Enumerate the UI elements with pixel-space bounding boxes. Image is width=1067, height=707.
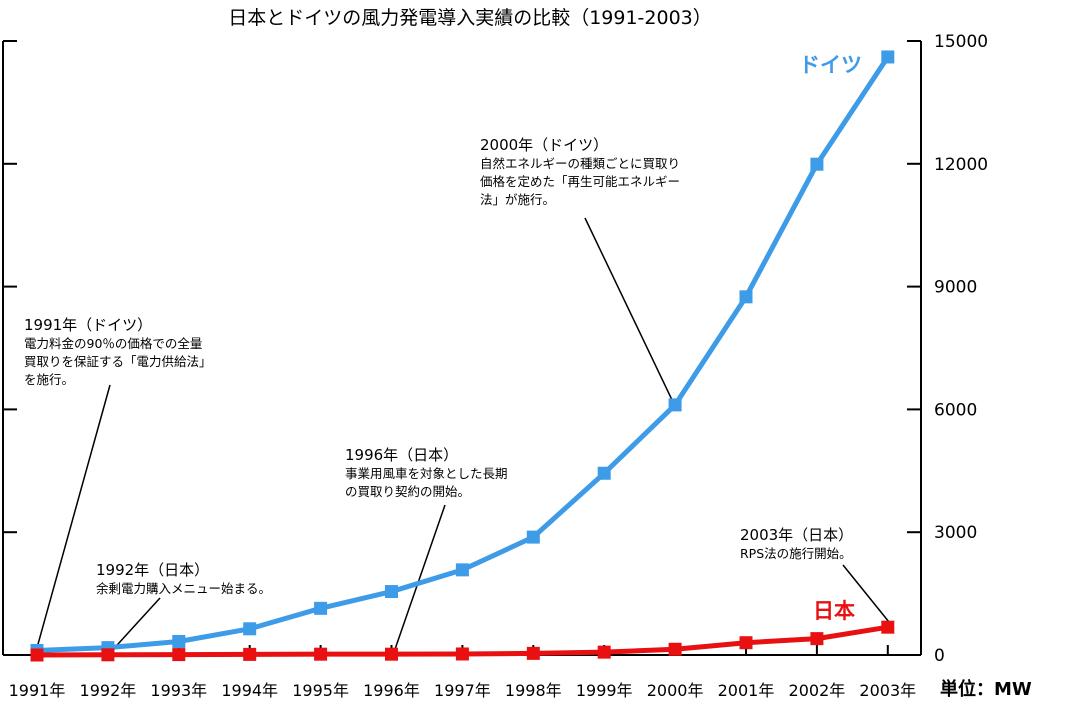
annotation-text-line: 価格を定めた「再生可能エネルギー [480,174,680,189]
data-point-marker [314,601,328,615]
chart-title: 日本とドイツの風力発電導入実績の比較（1991-2003） [228,7,712,29]
data-point-marker [172,634,186,648]
data-point-marker [597,466,611,480]
x-tick-label: 1998年 [505,681,562,700]
y-tick-label: 12000 [934,155,988,175]
annotation-heading: 1996年（日本） [345,446,458,464]
data-point-marker [881,50,895,64]
data-point-marker [101,648,115,662]
data-point-marker [455,647,469,661]
annotation-text-line: 事業用風車を対象とした長期 [345,466,508,481]
data-point-marker [810,157,824,171]
unit-label: 単位：MW [940,678,1032,700]
data-point-marker [526,646,540,660]
y-tick-label: 0 [934,646,945,666]
x-tick-label: 2000年 [647,681,704,700]
data-point-marker [385,647,398,661]
annotation-text-line: 余剰電力購入メニュー始まる。 [96,581,271,596]
data-point-marker [739,290,753,304]
data-point-marker [810,632,824,646]
data-point-marker [881,620,895,634]
annotation-leader-line [584,217,674,403]
data-point-marker [455,563,469,577]
y-ticks: 0 3000 6000 9000 12000 15000 [3,32,988,666]
x-tick-label: 1999年 [576,681,633,700]
annotation-heading: 1991年（ドイツ） [24,316,152,334]
x-tick-label: 1994年 [221,681,278,700]
annotation-block: 2003年（日本） RPS法の施行開始。 [740,526,853,561]
annotation-text-line: 自然エネルギーの種類ごとに買取り [480,156,680,171]
y-tick-label: 9000 [934,278,977,298]
x-tick-label: 2003年 [859,681,916,700]
x-tick-label: 1992年 [80,681,137,700]
data-point-marker [314,647,328,661]
series-name-label: 日本 [813,599,855,623]
data-point-marker [243,647,257,661]
y-tick-label: 15000 [934,32,988,52]
annotation-heading: 1992年（日本） [96,561,209,579]
data-point-marker [243,622,257,636]
data-point-marker [597,645,611,659]
annotation-heading: 2003年（日本） [740,526,853,544]
x-ticks: 1991年 1992年 1993年 1994年 1995年 1996年 1997年 1998年… [9,645,916,700]
x-tick-label: 1995年 [292,681,349,700]
annotation-text-line: 買取りを保証する「電力供給法」 [24,354,212,369]
data-point-marker [668,398,682,412]
x-tick-label: 2002年 [789,681,846,700]
annotation-text-line: RPS法の施行開始。 [740,546,852,561]
annotations: 1991年（ドイツ） 電力料金の90％の価格での全量買取りを保証する「電力供給法」… [24,136,853,596]
data-point-marker [172,648,186,662]
data-point-marker [668,642,682,656]
x-tick-label: 2001年 [718,681,775,700]
annotation-text-line: 法」が施行。 [480,192,555,207]
annotation-block: 1991年（ドイツ） 電力料金の90％の価格での全量買取りを保証する「電力供給法」… [24,316,212,387]
data-point-marker [385,585,398,599]
series-group [30,50,895,662]
x-tick-label: 1996年 [363,681,420,700]
y-tick-label: 6000 [934,400,977,420]
x-tick-label: 1993年 [150,681,207,700]
annotation-block: 1992年（日本） 余剰電力購入メニュー始まる。 [96,561,271,596]
data-point-marker [739,636,753,650]
annotation-heading: 2000年（ドイツ） [480,136,608,154]
x-tick-label: 1991年 [9,681,66,700]
annotation-block: 2000年（ドイツ） 自然エネルギーの種類ごとに買取り価格を定めた「再生可能エネル… [480,136,680,207]
series-name-label: ドイツ [799,53,862,77]
annotation-text-line: 電力料金の90％の価格での全量 [24,336,202,351]
annotation-text-line: を施行。 [24,372,74,387]
annotation-leader-line [34,384,111,656]
y-tick-label: 3000 [934,523,977,543]
annotation-leader-line [392,504,446,656]
data-point-marker [526,530,540,544]
annotation-text-line: の買取り契約の開始。 [345,484,470,499]
data-point-marker [30,648,44,662]
annotation-leader-line [842,564,890,623]
x-tick-label: 1997年 [434,681,491,700]
